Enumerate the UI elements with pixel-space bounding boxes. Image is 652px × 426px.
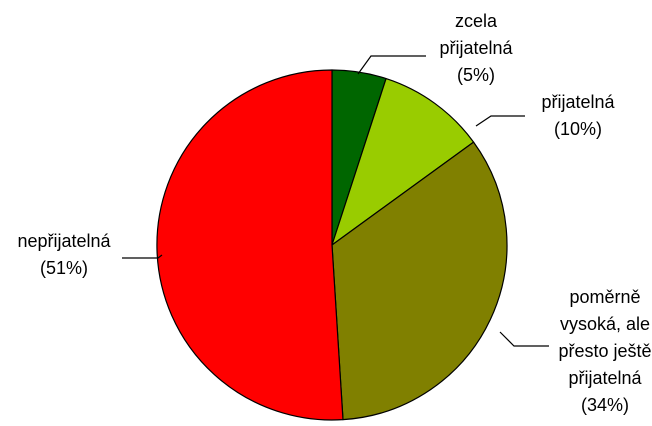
leader-line-0 (357, 55, 426, 75)
slice-label-line: vysoká, ale (560, 314, 650, 334)
leader-line-2 (499, 331, 549, 347)
slice-label-line: (34%) (581, 395, 629, 415)
slice-label-line: přijatelná (568, 368, 642, 388)
pie-slice-1 (331, 77, 475, 246)
pie-slice-3 (156, 69, 344, 421)
pie-slice-2 (331, 141, 508, 421)
slice-label-line: poměrně (569, 287, 640, 307)
slice-label-line: (5%) (457, 65, 495, 85)
leader-line-3 (122, 254, 163, 259)
slice-label-line: (51%) (40, 258, 88, 278)
leader-line-1 (475, 115, 525, 127)
slice-label-1: přijatelná (10%) (541, 92, 615, 139)
leader-lines-layer (122, 55, 549, 347)
slice-label-3: nepřijatelná (51%) (17, 231, 111, 278)
slice-label-line: přijatelná (541, 92, 615, 112)
slice-label-line: přijatelná (439, 38, 513, 58)
slice-label-line: nepřijatelná (17, 231, 111, 251)
slice-label-line: přesto ještě (558, 341, 651, 361)
slice-label-2: poměrně vysoká, ale přesto ještě přijatelná… (558, 287, 651, 415)
labels-layer: zcela přijatelná (5%) přijatelná (10%) poměrn… (17, 11, 651, 415)
slice-label-0: zcela přijatelná (5%) (439, 11, 513, 85)
slice-label-line: zcela (455, 11, 498, 31)
slice-label-line: (10%) (554, 119, 602, 139)
slices-layer (156, 69, 508, 421)
